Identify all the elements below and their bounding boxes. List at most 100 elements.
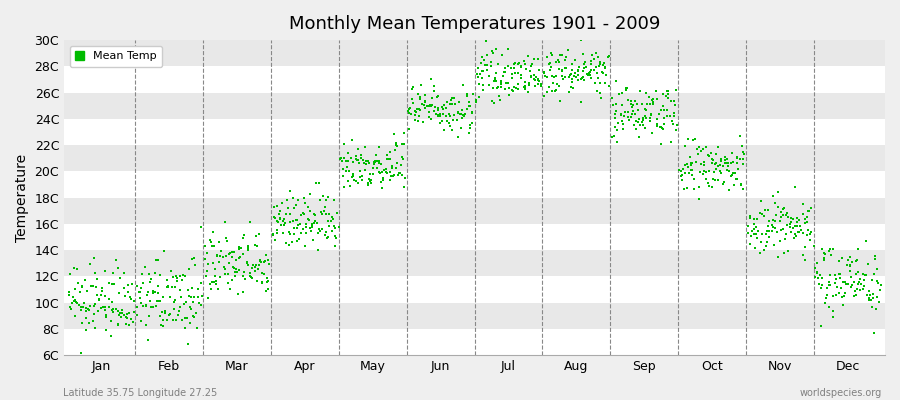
- Point: [320, 218, 335, 224]
- Point: [472, 71, 487, 77]
- Point: [222, 251, 237, 258]
- Point: [136, 280, 150, 286]
- Point: [266, 232, 281, 238]
- Point: [187, 294, 202, 300]
- Point: [580, 72, 595, 79]
- Point: [584, 58, 598, 64]
- Point: [194, 223, 208, 230]
- Point: [825, 246, 840, 252]
- Point: [728, 176, 742, 182]
- Point: [788, 184, 802, 190]
- Point: [451, 109, 465, 116]
- Point: [353, 174, 367, 180]
- Point: [117, 270, 131, 276]
- Point: [282, 229, 296, 235]
- Point: [511, 61, 526, 67]
- Point: [656, 126, 670, 133]
- Point: [150, 298, 165, 304]
- Point: [203, 238, 218, 245]
- Point: [167, 299, 182, 305]
- Point: [324, 214, 338, 220]
- Point: [157, 317, 171, 324]
- Point: [809, 270, 824, 276]
- Point: [387, 172, 401, 178]
- Point: [144, 276, 158, 283]
- Point: [86, 303, 101, 309]
- Point: [397, 141, 411, 147]
- Point: [102, 304, 116, 311]
- Point: [443, 101, 457, 108]
- Point: [341, 158, 356, 164]
- Point: [818, 250, 832, 257]
- Point: [227, 265, 241, 271]
- Point: [206, 228, 220, 235]
- Point: [539, 89, 554, 95]
- Point: [365, 165, 380, 171]
- Point: [760, 238, 775, 245]
- Point: [575, 51, 590, 57]
- Point: [184, 294, 198, 300]
- Point: [201, 261, 215, 268]
- Point: [428, 108, 442, 114]
- Point: [68, 265, 82, 272]
- Point: [255, 280, 269, 287]
- Point: [671, 167, 686, 174]
- Point: [385, 173, 400, 179]
- Point: [418, 92, 432, 98]
- Point: [439, 113, 454, 119]
- Point: [850, 269, 865, 275]
- Point: [475, 68, 490, 75]
- Point: [391, 172, 405, 178]
- Point: [545, 80, 560, 86]
- Point: [621, 97, 635, 103]
- Point: [540, 74, 554, 81]
- Point: [343, 183, 357, 190]
- Point: [624, 101, 638, 107]
- Point: [568, 70, 582, 76]
- Point: [483, 59, 498, 65]
- Point: [653, 106, 668, 113]
- Point: [95, 304, 110, 310]
- Point: [150, 283, 165, 289]
- Point: [394, 141, 409, 148]
- Point: [246, 262, 260, 268]
- Point: [781, 214, 796, 220]
- Point: [380, 170, 394, 176]
- Point: [592, 61, 607, 67]
- Point: [590, 74, 605, 81]
- Point: [130, 304, 145, 310]
- Point: [726, 170, 741, 177]
- Point: [735, 186, 750, 193]
- Point: [123, 296, 138, 302]
- Point: [243, 270, 257, 277]
- Point: [283, 230, 297, 237]
- Point: [339, 158, 354, 164]
- Point: [213, 253, 228, 259]
- Point: [191, 285, 205, 292]
- Point: [319, 196, 333, 203]
- Point: [611, 120, 625, 126]
- Point: [680, 185, 694, 191]
- Point: [68, 299, 83, 305]
- Point: [245, 265, 259, 272]
- Point: [328, 225, 342, 231]
- Point: [616, 113, 631, 119]
- Point: [543, 66, 557, 73]
- Point: [742, 241, 757, 248]
- Point: [526, 76, 541, 82]
- Point: [148, 289, 162, 295]
- Point: [239, 258, 254, 265]
- Point: [573, 99, 588, 106]
- Point: [650, 96, 664, 102]
- Point: [206, 260, 220, 266]
- Point: [789, 215, 804, 221]
- Point: [761, 234, 776, 240]
- Point: [760, 206, 775, 213]
- Point: [784, 215, 798, 222]
- Point: [563, 72, 578, 78]
- Point: [158, 309, 172, 316]
- Point: [734, 133, 748, 140]
- Point: [249, 232, 264, 239]
- Point: [408, 112, 422, 118]
- Point: [699, 176, 714, 182]
